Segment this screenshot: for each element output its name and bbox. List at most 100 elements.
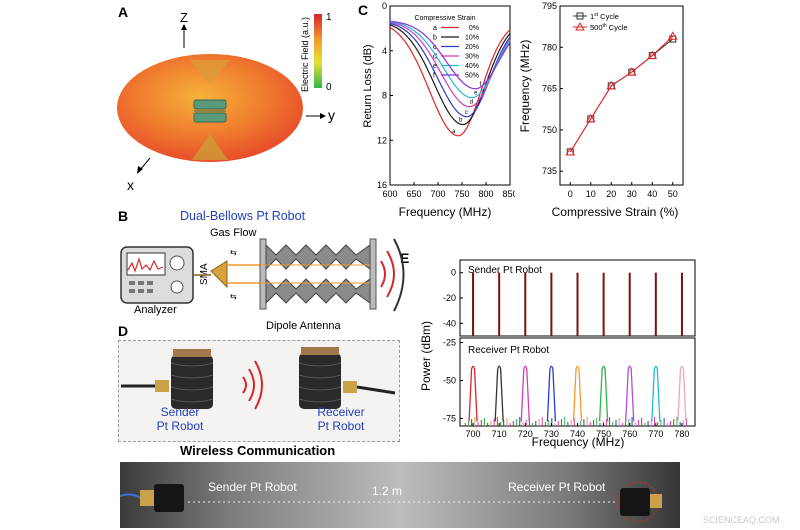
spectrum-xlabel: Frequency (MHz) (532, 435, 625, 449)
receiver-ytick-label: -25 (443, 338, 456, 348)
sender-caption-line1: Sender (160, 405, 200, 419)
sma-connector (193, 260, 260, 289)
strain-xlabel: Compressive Strain (%) (552, 205, 679, 219)
strain-xtick-label: 30 (627, 189, 637, 199)
panel-b-title: Dual-Bellows Pt Robot (180, 209, 306, 223)
sender-ytick-label: -20 (443, 293, 456, 303)
gas-flow-label: Gas Flow (210, 227, 257, 239)
return-loss-xtick-label: 700 (430, 189, 445, 199)
receiver-caption-line1: Receiver (317, 405, 365, 419)
legend-label-b: 10% (465, 35, 479, 42)
strain-legend-marker-0 (576, 12, 584, 20)
return-loss-ytick-label: 4 (382, 46, 387, 56)
curve-letter-f: f (479, 82, 481, 88)
radiation-pattern-figure: Z y x 1 0 Electric Field (a.u.) (117, 10, 335, 193)
return-loss-series-f (389, 20, 511, 90)
return-loss-chart: 600 650 700 750 800 850 0 4 8 12 16 a a 0% b b 10% c c 20% d… (362, 1, 515, 219)
strain-point-triangle (647, 50, 658, 60)
receiver-peak-5 (598, 365, 609, 422)
strain-ylabel: Frequency (MHz) (518, 40, 532, 133)
return-loss-xtick-label: 600 (382, 189, 397, 199)
spectrum-xtick-label: 750 (596, 429, 611, 439)
axis-z-label: Z (180, 10, 188, 25)
return-loss-ytick-label: 16 (377, 180, 387, 190)
strain-point-triangle (667, 31, 678, 40)
photo-receiver-robot (617, 481, 662, 523)
analyzer-label: Analyzer (134, 304, 177, 316)
wireless-caption: Wireless Communication (180, 443, 336, 458)
signal-waves (380, 238, 405, 312)
distance-photo (120, 462, 680, 528)
curve-letter-a: a (452, 129, 456, 135)
strain-plot-frame (559, 5, 684, 186)
x-arrow-head (137, 166, 143, 174)
z-arrow-head (181, 24, 187, 30)
receiver-spectrum-label: Receiver Pt Robot (468, 345, 549, 356)
strain-xtick-label: 50 (668, 189, 678, 199)
photo-signal-waves (242, 360, 263, 410)
bellows-robot (259, 238, 377, 310)
spectrum-xtick-label: 740 (570, 429, 585, 439)
strain-xtick-label: 10 (586, 189, 596, 199)
spectrum-xtick-label: 760 (622, 429, 637, 439)
panel-label-c: C (358, 2, 369, 18)
photo-sender-robot (120, 484, 184, 512)
spectrum-xtick-label: 700 (466, 429, 481, 439)
strain-legend-label-0: 1st Cycle (590, 12, 619, 21)
legend-letter-f: f (433, 73, 435, 80)
panel-label-b: B (118, 208, 129, 224)
receiver-cable (356, 385, 396, 395)
return-loss-series-e (389, 21, 511, 99)
svg-text:⇆: ⇆ (230, 292, 237, 301)
strain-legend-marker-1 (575, 21, 585, 31)
legend-letter-d: d (433, 54, 437, 61)
colorbar-min: 0 (326, 82, 332, 93)
y-arrow-head (320, 113, 326, 119)
sender-caption: Sender Pt Robot (150, 405, 210, 433)
axis-y-label: y (328, 107, 335, 123)
strain-xtick-label: 40 (647, 189, 657, 199)
strain-ytick-label: 735 (542, 166, 557, 176)
receiver-ytick-label: -75 (443, 413, 456, 423)
strain-legend-label-1: 500th Cycle (590, 23, 628, 32)
panel-label-d: D (118, 323, 129, 339)
strain-xtick-label: 0 (568, 189, 573, 199)
strain-point-triangle (606, 80, 617, 90)
sma-label: SMA (199, 263, 210, 285)
panel-label-e: E (400, 250, 410, 266)
axis-x-label: x (127, 177, 134, 193)
receiver-peak-2 (520, 365, 530, 422)
lobe-notch-bottom (192, 134, 228, 160)
photo-sender-label: Sender Pt Robot (208, 480, 297, 494)
legend-label-d: 30% (465, 54, 479, 61)
sender-ytick-label: -40 (443, 318, 456, 328)
strain-point-triangle (585, 113, 596, 123)
sender-caption-line2: Pt Robot (156, 419, 204, 433)
legend-letter-a: a (433, 25, 437, 32)
return-loss-series-a (389, 26, 511, 137)
receiver-connector (343, 381, 357, 393)
spectrum-xtick-label: 730 (544, 429, 559, 439)
colorbar (314, 14, 322, 88)
receiver-peak-3 (546, 365, 557, 422)
colorbar-title: Electric Field (a.u.) (300, 17, 310, 92)
receiver-peak-0 (468, 365, 478, 422)
gas-flow-arrows: ⇆⇆ (230, 248, 237, 301)
sender-ytick-label: 0 (451, 268, 456, 278)
receiver-caption: Receiver Pt Robot (306, 405, 376, 433)
curve-letter-e: e (474, 91, 478, 97)
svg-text:⇆: ⇆ (230, 248, 237, 257)
legend-letter-b: b (433, 35, 437, 42)
receiver-peak-8 (677, 365, 687, 422)
dipole-antenna-label: Dipole Antenna (266, 320, 341, 332)
strain-series-line-1 (569, 35, 674, 153)
spectrum-ylabel: Power (dBm) (419, 321, 433, 391)
wireless-photo (121, 347, 396, 410)
spectrum-xtick-label: 720 (518, 429, 533, 439)
power-spectrum-chart: 0 -20 -40 -25 -50 -75 700 710 720 730 740 750 760 770… (419, 259, 696, 449)
strain-series-line-0 (569, 38, 674, 153)
legend-label-c: 20% (465, 44, 479, 51)
sender-connector (155, 380, 169, 392)
return-loss-ytick-label: 0 (382, 1, 387, 11)
strain-ytick-label: 795 (542, 1, 557, 11)
